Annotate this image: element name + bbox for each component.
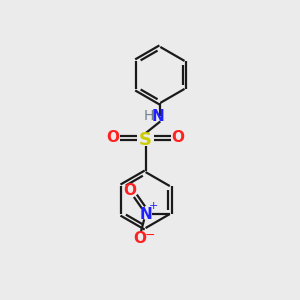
Text: O: O [123, 183, 136, 198]
Text: O: O [172, 130, 184, 146]
Text: O: O [107, 130, 120, 146]
Text: H: H [144, 109, 154, 122]
Text: S: S [139, 131, 152, 149]
Text: N: N [139, 206, 152, 221]
Text: O: O [133, 231, 146, 246]
Text: −: − [145, 228, 155, 242]
Text: +: + [148, 201, 158, 211]
Text: N: N [152, 109, 164, 124]
